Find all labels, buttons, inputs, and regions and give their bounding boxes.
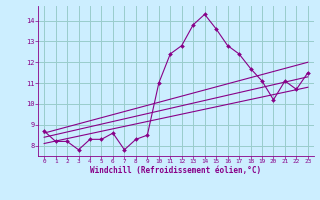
X-axis label: Windchill (Refroidissement éolien,°C): Windchill (Refroidissement éolien,°C) (91, 166, 261, 175)
